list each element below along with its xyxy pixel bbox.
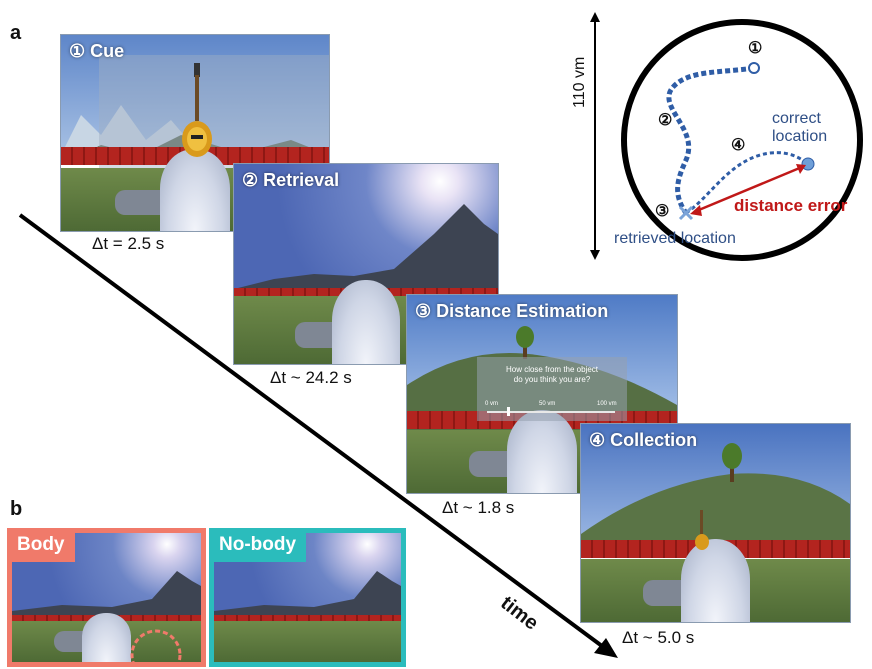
distance-slider-handle[interactable] (507, 407, 510, 416)
guitar-icon (182, 63, 212, 157)
distance-error-label: distance error (734, 196, 848, 215)
panel-letter-b: b (10, 498, 23, 520)
step-label-retrieval: ② Retrieval (242, 170, 340, 190)
green-hill (581, 473, 850, 554)
correct-location-line1: correct (772, 110, 821, 127)
estimation-question-line1: How close from the object (505, 365, 599, 374)
estimation-dialog: How close from the object do you think y… (477, 357, 627, 421)
slider-mid-label: 50 vm (539, 401, 556, 407)
step-label-cue: ① Cue (69, 41, 125, 61)
dark-mountain-range (234, 204, 498, 304)
slider-min-label: 0 vm (485, 401, 499, 407)
arena-map (590, 12, 863, 261)
duration-cue: Δt = 2.5 s (92, 234, 165, 253)
hand-highlight-circle (130, 629, 182, 662)
condition-no-body: No-body (209, 528, 406, 667)
correct-location-line2: location (772, 128, 828, 145)
duration-retrieval: Δt ~ 24.2 s (270, 368, 352, 387)
marker-1: ① (748, 40, 763, 57)
distance-slider-track[interactable] (487, 411, 615, 413)
scene-collection: ④ Collection (580, 423, 851, 623)
dark-mountain-range (12, 571, 201, 621)
marker-3: ③ (655, 203, 670, 220)
marker-2: ② (658, 112, 673, 129)
condition-label-no-body: No-body (209, 528, 307, 562)
duration-collection: Δt ~ 5.0 s (622, 628, 695, 647)
condition-body: Body (7, 528, 206, 667)
diameter-label: 110 vm (571, 56, 588, 108)
dark-mountain-range (214, 571, 401, 621)
step-label-distance-estimation: ③ Distance Estimation (415, 301, 609, 321)
duration-distance-estimation: Δt ~ 1.8 s (442, 498, 515, 517)
estimation-question-line2: do you think you are? (513, 375, 591, 384)
condition-label-body: Body (7, 528, 75, 562)
retrieved-location-label: retrieved location (614, 230, 736, 247)
slider-max-label: 100 vm (597, 401, 617, 407)
step-label-collection: ④ Collection (589, 430, 698, 450)
panel-letter-a: a (10, 22, 22, 44)
guitar-icon (695, 510, 709, 550)
marker-4: ④ (731, 137, 746, 154)
tree-icon (722, 443, 742, 482)
tree-icon (516, 326, 534, 359)
